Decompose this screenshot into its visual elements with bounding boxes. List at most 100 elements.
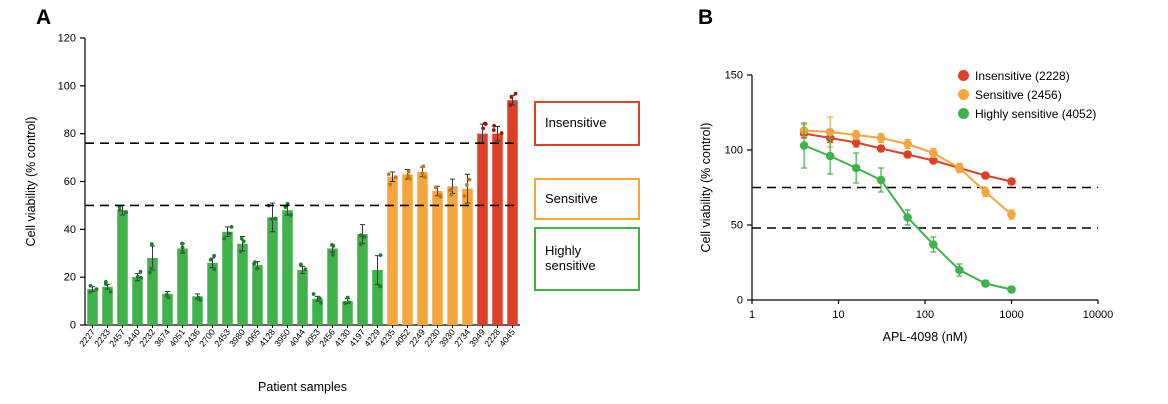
legend-box-highly-sensitive-label: Highly sensitive — [545, 243, 596, 273]
legend-box-sensitive-label: Sensitive — [545, 190, 598, 206]
y-axis-title: Cell viability (% control) — [24, 117, 38, 247]
scatter-point — [94, 287, 99, 292]
y-tick-label: 20 — [64, 272, 76, 284]
scatter-point — [311, 292, 316, 296]
series-marker-orange — [1007, 210, 1016, 219]
scatter-point — [378, 253, 383, 258]
panel-a-legend: Insensitive Sensitive Highly sensitive — [534, 101, 640, 291]
bar-2230 — [432, 191, 443, 325]
scatter-point — [345, 295, 350, 300]
scatter-point — [330, 252, 335, 257]
scatter-point — [180, 249, 185, 254]
scatter-point — [467, 177, 472, 182]
series-marker-green — [799, 141, 809, 150]
scatter-point — [124, 210, 128, 215]
scatter-point — [331, 244, 336, 248]
series-marker-green — [825, 151, 835, 161]
error-bar — [224, 226, 231, 238]
bar-3949 — [477, 133, 488, 325]
panel-a-label: A — [36, 6, 52, 29]
bar-3674 — [162, 293, 173, 325]
scatter-point — [343, 301, 348, 306]
x-tick-label: 3949 — [467, 327, 487, 349]
scatter-point — [212, 253, 216, 258]
bar-3930 — [447, 186, 458, 325]
scatter-point — [180, 245, 185, 250]
scatter-point — [377, 284, 382, 288]
y-tick-label: 80 — [64, 128, 76, 140]
scatter-point — [147, 270, 152, 275]
series-marker-green — [903, 213, 912, 222]
scatter-point — [462, 193, 467, 198]
panel-b-label: B — [698, 6, 714, 29]
series-marker-red — [851, 138, 861, 147]
legend-dot-sensitive — [958, 89, 969, 100]
bar-2453 — [222, 231, 233, 325]
scatter-point — [299, 263, 303, 268]
x-tick-label: 3980 — [227, 327, 247, 349]
scatter-point — [513, 91, 518, 96]
bar-2233 — [102, 286, 113, 325]
series-marker-orange — [876, 133, 886, 143]
legend-box-highly-sensitive: Highly sensitive — [534, 227, 640, 291]
scatter-point — [422, 175, 427, 179]
x-tick-label: 2436 — [182, 327, 202, 349]
bar-2249 — [417, 171, 428, 325]
bar-3980 — [237, 243, 248, 325]
scatter-point — [164, 293, 169, 297]
error-bar — [269, 202, 276, 233]
series-marker-orange — [851, 130, 861, 140]
scatter-point — [362, 234, 367, 239]
bar-chart-panel-a: 0 20 40 60 80 100 120 Cell viability (% control… — [24, 33, 520, 394]
legend-label-sensitive: Sensitive (2456) — [975, 87, 1062, 102]
series-marker-orange — [825, 127, 835, 137]
x-axis-title: Patient samples — [258, 380, 347, 394]
scatter-point — [212, 267, 217, 272]
bar-4045 — [507, 100, 518, 325]
scatter-point — [227, 231, 232, 236]
legend-item-highly-sensitive: Highly sensitive (4052) — [958, 104, 1096, 123]
scatter-point — [269, 217, 274, 222]
series-marker-green — [851, 163, 861, 173]
x-tick-label: 2249 — [407, 327, 427, 349]
scatter-point — [481, 126, 486, 131]
scatter-point — [358, 233, 363, 238]
scatter-point — [509, 95, 514, 100]
bar-2700 — [207, 262, 218, 325]
scatter-point — [347, 300, 351, 305]
x-tick-label: 4044 — [287, 327, 307, 349]
series-marker-green — [955, 265, 964, 275]
x-tick-label: 10000 — [1083, 309, 1114, 321]
y-tick-label: 100 — [58, 80, 76, 92]
scatter-point — [196, 295, 201, 300]
series-marker-red — [903, 150, 912, 159]
scatter-point — [420, 171, 425, 176]
x-tick-label: 4197 — [347, 327, 367, 349]
x-tick-label: 4235 — [377, 327, 397, 349]
x-tick-label: 2453 — [212, 327, 232, 349]
legend-box-sensitive: Sensitive — [534, 178, 640, 220]
scatter-point — [139, 275, 143, 280]
bar-2734 — [462, 188, 473, 325]
x-tick-label: 2233 — [92, 327, 112, 349]
scatter-point — [239, 236, 244, 241]
scatter-point — [252, 260, 257, 265]
series-marker-green — [1007, 285, 1016, 294]
y-tick-label: 0 — [737, 295, 743, 307]
legend-item-insensitive: Insensitive (2228) — [958, 66, 1096, 85]
scatter-point — [149, 266, 154, 271]
y-axis-title: Cell viability (% control) — [699, 123, 713, 253]
bar-4197 — [357, 234, 368, 325]
x-tick-label: 3930 — [437, 327, 457, 349]
scatter-point — [319, 301, 323, 305]
error-bar — [314, 295, 321, 302]
bar-3950 — [282, 210, 293, 325]
scatter-point — [393, 175, 398, 180]
scatter-point — [103, 279, 108, 284]
x-tick-label: 4051 — [167, 327, 187, 349]
scatter-point — [482, 121, 487, 126]
x-tick-label: 1 — [749, 309, 755, 321]
y-tick-label: 120 — [58, 33, 76, 45]
error-bar — [389, 171, 396, 182]
y-tick-label: 0 — [70, 320, 76, 332]
